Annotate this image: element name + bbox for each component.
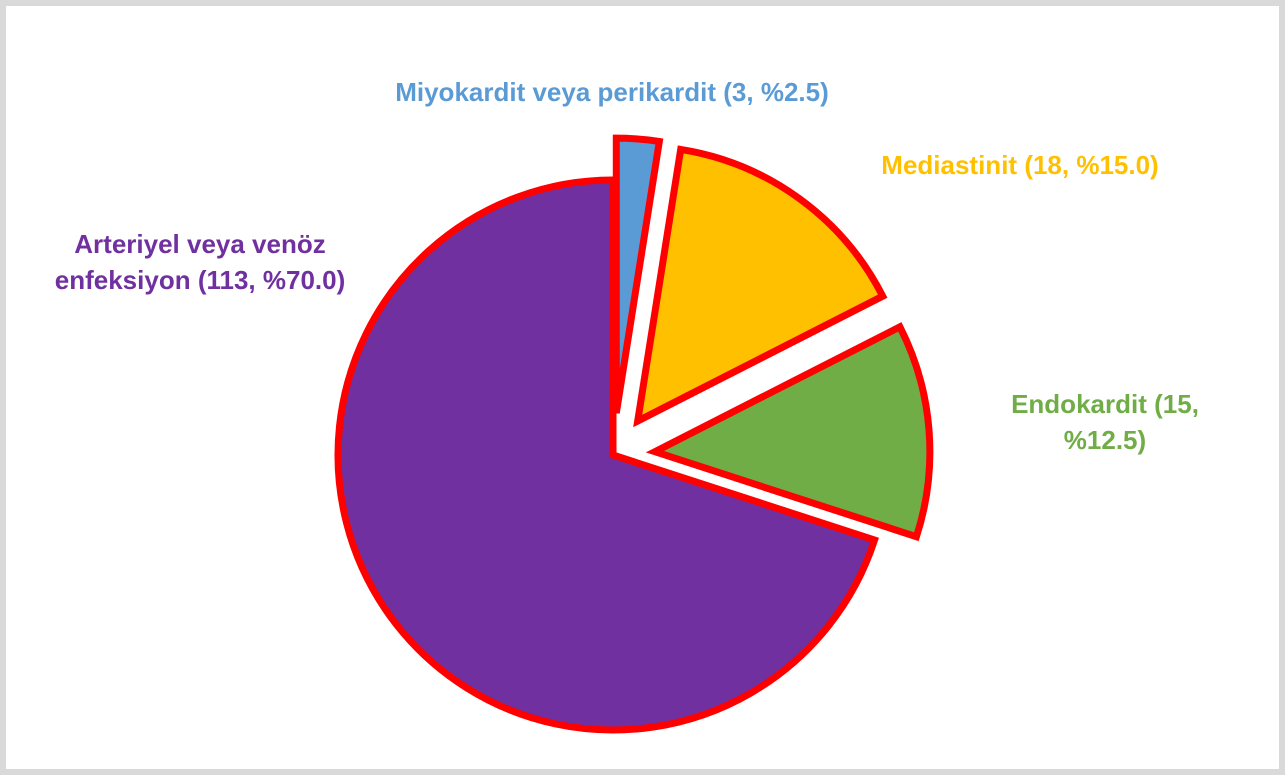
pie-slice xyxy=(612,134,664,414)
value-label: (113, %70.0) xyxy=(197,265,346,295)
slice-label: Mediastinit (18, %15.0) xyxy=(820,147,1220,183)
slice-label: Arteriyel veya venöz enfeksiyon (113, %7… xyxy=(20,226,380,298)
category-name: Mediastinit xyxy=(881,150,1018,180)
pie-slice xyxy=(633,145,888,428)
value-label: (15, %12.5) xyxy=(1063,389,1199,455)
pie-slice xyxy=(645,322,934,542)
category-name: Miyokardit veya perikardit xyxy=(395,77,717,107)
category-name: Endokardit xyxy=(1011,389,1147,419)
value-label: (3, %2.5) xyxy=(723,77,829,107)
slice-label: Endokardit (15, %12.5) xyxy=(975,386,1235,458)
category-name: Arteriyel veya venöz enfeksiyon xyxy=(54,229,326,295)
value-label: (18, %15.0) xyxy=(1024,150,1159,180)
pie-slice xyxy=(334,176,879,734)
slice-label: Miyokardit veya perikardit (3, %2.5) xyxy=(312,74,912,110)
